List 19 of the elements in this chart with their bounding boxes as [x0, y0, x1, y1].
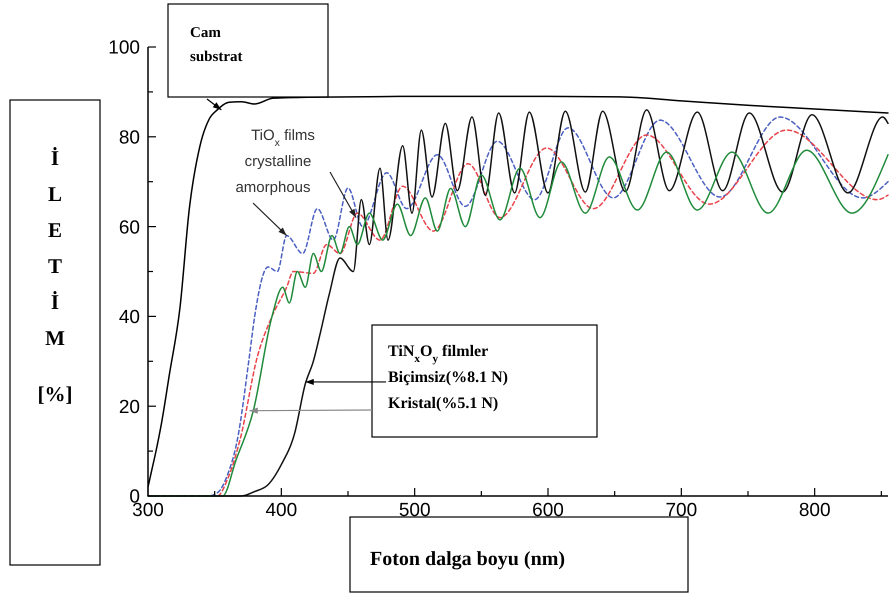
x-tick-label: 600 [532, 500, 564, 521]
y-tick-label: 60 [118, 217, 140, 238]
y-tick-label: 20 [118, 396, 140, 418]
x-tick-label: 700 [665, 500, 698, 521]
annotation: TiN$_{x}$O$_{y}$ filmler [388, 343, 488, 365]
x-tick-label: 800 [798, 500, 831, 521]
text: İLETİM [%] [38, 146, 72, 406]
y-tick-label: 100 [108, 38, 140, 59]
y-tick-label: 80 [118, 127, 140, 148]
annotation: Kristal(%5.1 N) [388, 395, 498, 412]
x-axis-title: Foton dalga boyu (nm) [370, 548, 566, 570]
annotation: Cam substrat [190, 25, 243, 65]
annotation: crystalline [244, 153, 312, 170]
x-tick-label: 400 [265, 500, 298, 521]
y-tick-label: 40 [118, 307, 140, 328]
annotation: amorphous [235, 179, 311, 196]
x-tick-label: 500 [398, 500, 431, 521]
annotation: Biçimsiz(%8.1 N) [388, 369, 508, 386]
annotation: TiO$_{x}$ films [251, 127, 315, 149]
